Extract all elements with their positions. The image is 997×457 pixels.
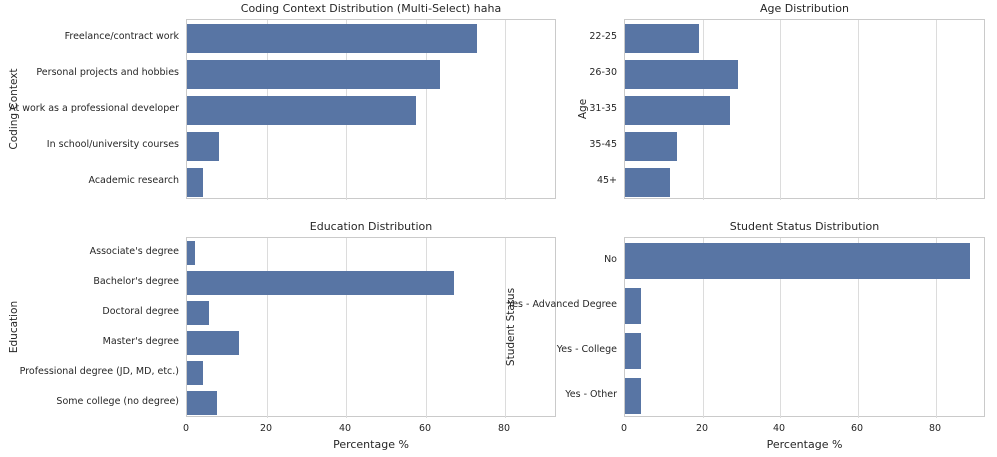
- y-tick-label-in-school-university-courses: In school/university courses: [46, 139, 179, 150]
- x-tick-label-0: 0: [620, 423, 628, 434]
- x-axis-label: Percentage %: [333, 438, 409, 451]
- bar-35-45: [625, 132, 677, 161]
- bar-yes-other: [625, 378, 641, 414]
- y-tick-label-personal-projects-and-hobbies: Personal projects and hobbies: [36, 67, 179, 78]
- y-tick-label-at-work-as-a-professional-developer: At work as a professional developer: [9, 103, 179, 114]
- bar-26-30: [625, 60, 738, 89]
- x-gridline: [267, 238, 268, 418]
- chart-title: Age Distribution: [760, 2, 849, 15]
- bar-31-35: [625, 96, 730, 125]
- y-tick-label-professional-degree-jd-md-etc: Professional degree (JD, MD, etc.): [19, 366, 179, 377]
- x-gridline: [505, 238, 506, 418]
- bar-no: [625, 243, 970, 279]
- x-tick-label-20: 20: [259, 423, 273, 434]
- y-axis-label: Education: [8, 300, 20, 354]
- y-tick-label-no: No: [604, 254, 617, 265]
- y-tick-label-yes-advanced-degree: Yes - Advanced Degree: [507, 299, 617, 310]
- bar-personal-projects-and-hobbies: [187, 60, 440, 89]
- y-tick-label-yes-college: Yes - College: [556, 344, 617, 355]
- x-tick-label-80: 80: [928, 423, 942, 434]
- x-gridline: [780, 20, 781, 200]
- x-gridline: [505, 20, 506, 200]
- y-tick-label-22-25: 22-25: [589, 31, 617, 42]
- y-tick-label-45: 45+: [596, 175, 617, 186]
- y-tick-label-bachelor-s-degree: Bachelor's degree: [93, 276, 179, 287]
- bar-academic-research: [187, 168, 203, 197]
- plot-area: [624, 237, 985, 418]
- bar-bachelor-s-degree: [187, 271, 454, 295]
- y-tick-label-35-45: 35-45: [589, 139, 617, 150]
- plot-area: [186, 237, 556, 418]
- bar-professional-degree-jd-md-etc: [187, 361, 203, 385]
- x-tick-label-60: 60: [418, 423, 432, 434]
- y-tick-label-some-college-no-degree: Some college (no degree): [56, 396, 179, 407]
- bar-doctoral-degree: [187, 301, 209, 325]
- x-gridline: [858, 238, 859, 418]
- x-gridline: [858, 20, 859, 200]
- y-tick-label-associate-s-degree: Associate's degree: [89, 246, 179, 257]
- bar-yes-college: [625, 333, 641, 369]
- bar-some-college-no-degree: [187, 391, 217, 415]
- chart-title: Education Distribution: [309, 220, 433, 233]
- bar-freelance-contract-work: [187, 24, 477, 53]
- x-axis-label: Percentage %: [766, 438, 843, 451]
- plot-area: [186, 19, 556, 200]
- bar-at-work-as-a-professional-developer: [187, 96, 416, 125]
- chart-title: Student Status Distribution: [729, 220, 880, 233]
- bar-in-school-university-courses: [187, 132, 219, 161]
- plot-area: [624, 19, 985, 200]
- y-tick-label-freelance-contract-work: Freelance/contract work: [64, 31, 179, 42]
- y-tick-label-academic-research: Academic research: [88, 175, 180, 186]
- x-tick-label-40: 40: [772, 423, 786, 434]
- y-tick-label-doctoral-degree: Doctoral degree: [102, 306, 179, 317]
- y-axis-label: Age: [577, 98, 589, 120]
- bar-45: [625, 168, 670, 197]
- x-gridline: [780, 238, 781, 418]
- x-gridline: [936, 238, 937, 418]
- y-tick-label-31-35: 31-35: [589, 103, 617, 114]
- y-tick-label-master-s-degree: Master's degree: [102, 336, 179, 347]
- bar-master-s-degree: [187, 331, 239, 355]
- x-gridline: [936, 20, 937, 200]
- y-axis-label: Coding Context: [8, 68, 20, 150]
- x-gridline: [426, 238, 427, 418]
- x-gridline: [703, 238, 704, 418]
- x-tick-label-20: 20: [695, 423, 709, 434]
- bar-yes-advanced-degree: [625, 288, 641, 324]
- x-tick-label-0: 0: [182, 423, 190, 434]
- bar-associate-s-degree: [187, 241, 195, 265]
- x-gridline: [346, 238, 347, 418]
- bar-22-25: [625, 24, 699, 53]
- y-tick-label-yes-other: Yes - Other: [565, 389, 617, 400]
- y-tick-label-26-30: 26-30: [589, 67, 617, 78]
- x-tick-label-80: 80: [497, 423, 511, 434]
- x-tick-label-40: 40: [338, 423, 352, 434]
- x-gridline: [426, 20, 427, 200]
- chart-title: Coding Context Distribution (Multi-Selec…: [240, 2, 502, 15]
- x-tick-label-60: 60: [850, 423, 864, 434]
